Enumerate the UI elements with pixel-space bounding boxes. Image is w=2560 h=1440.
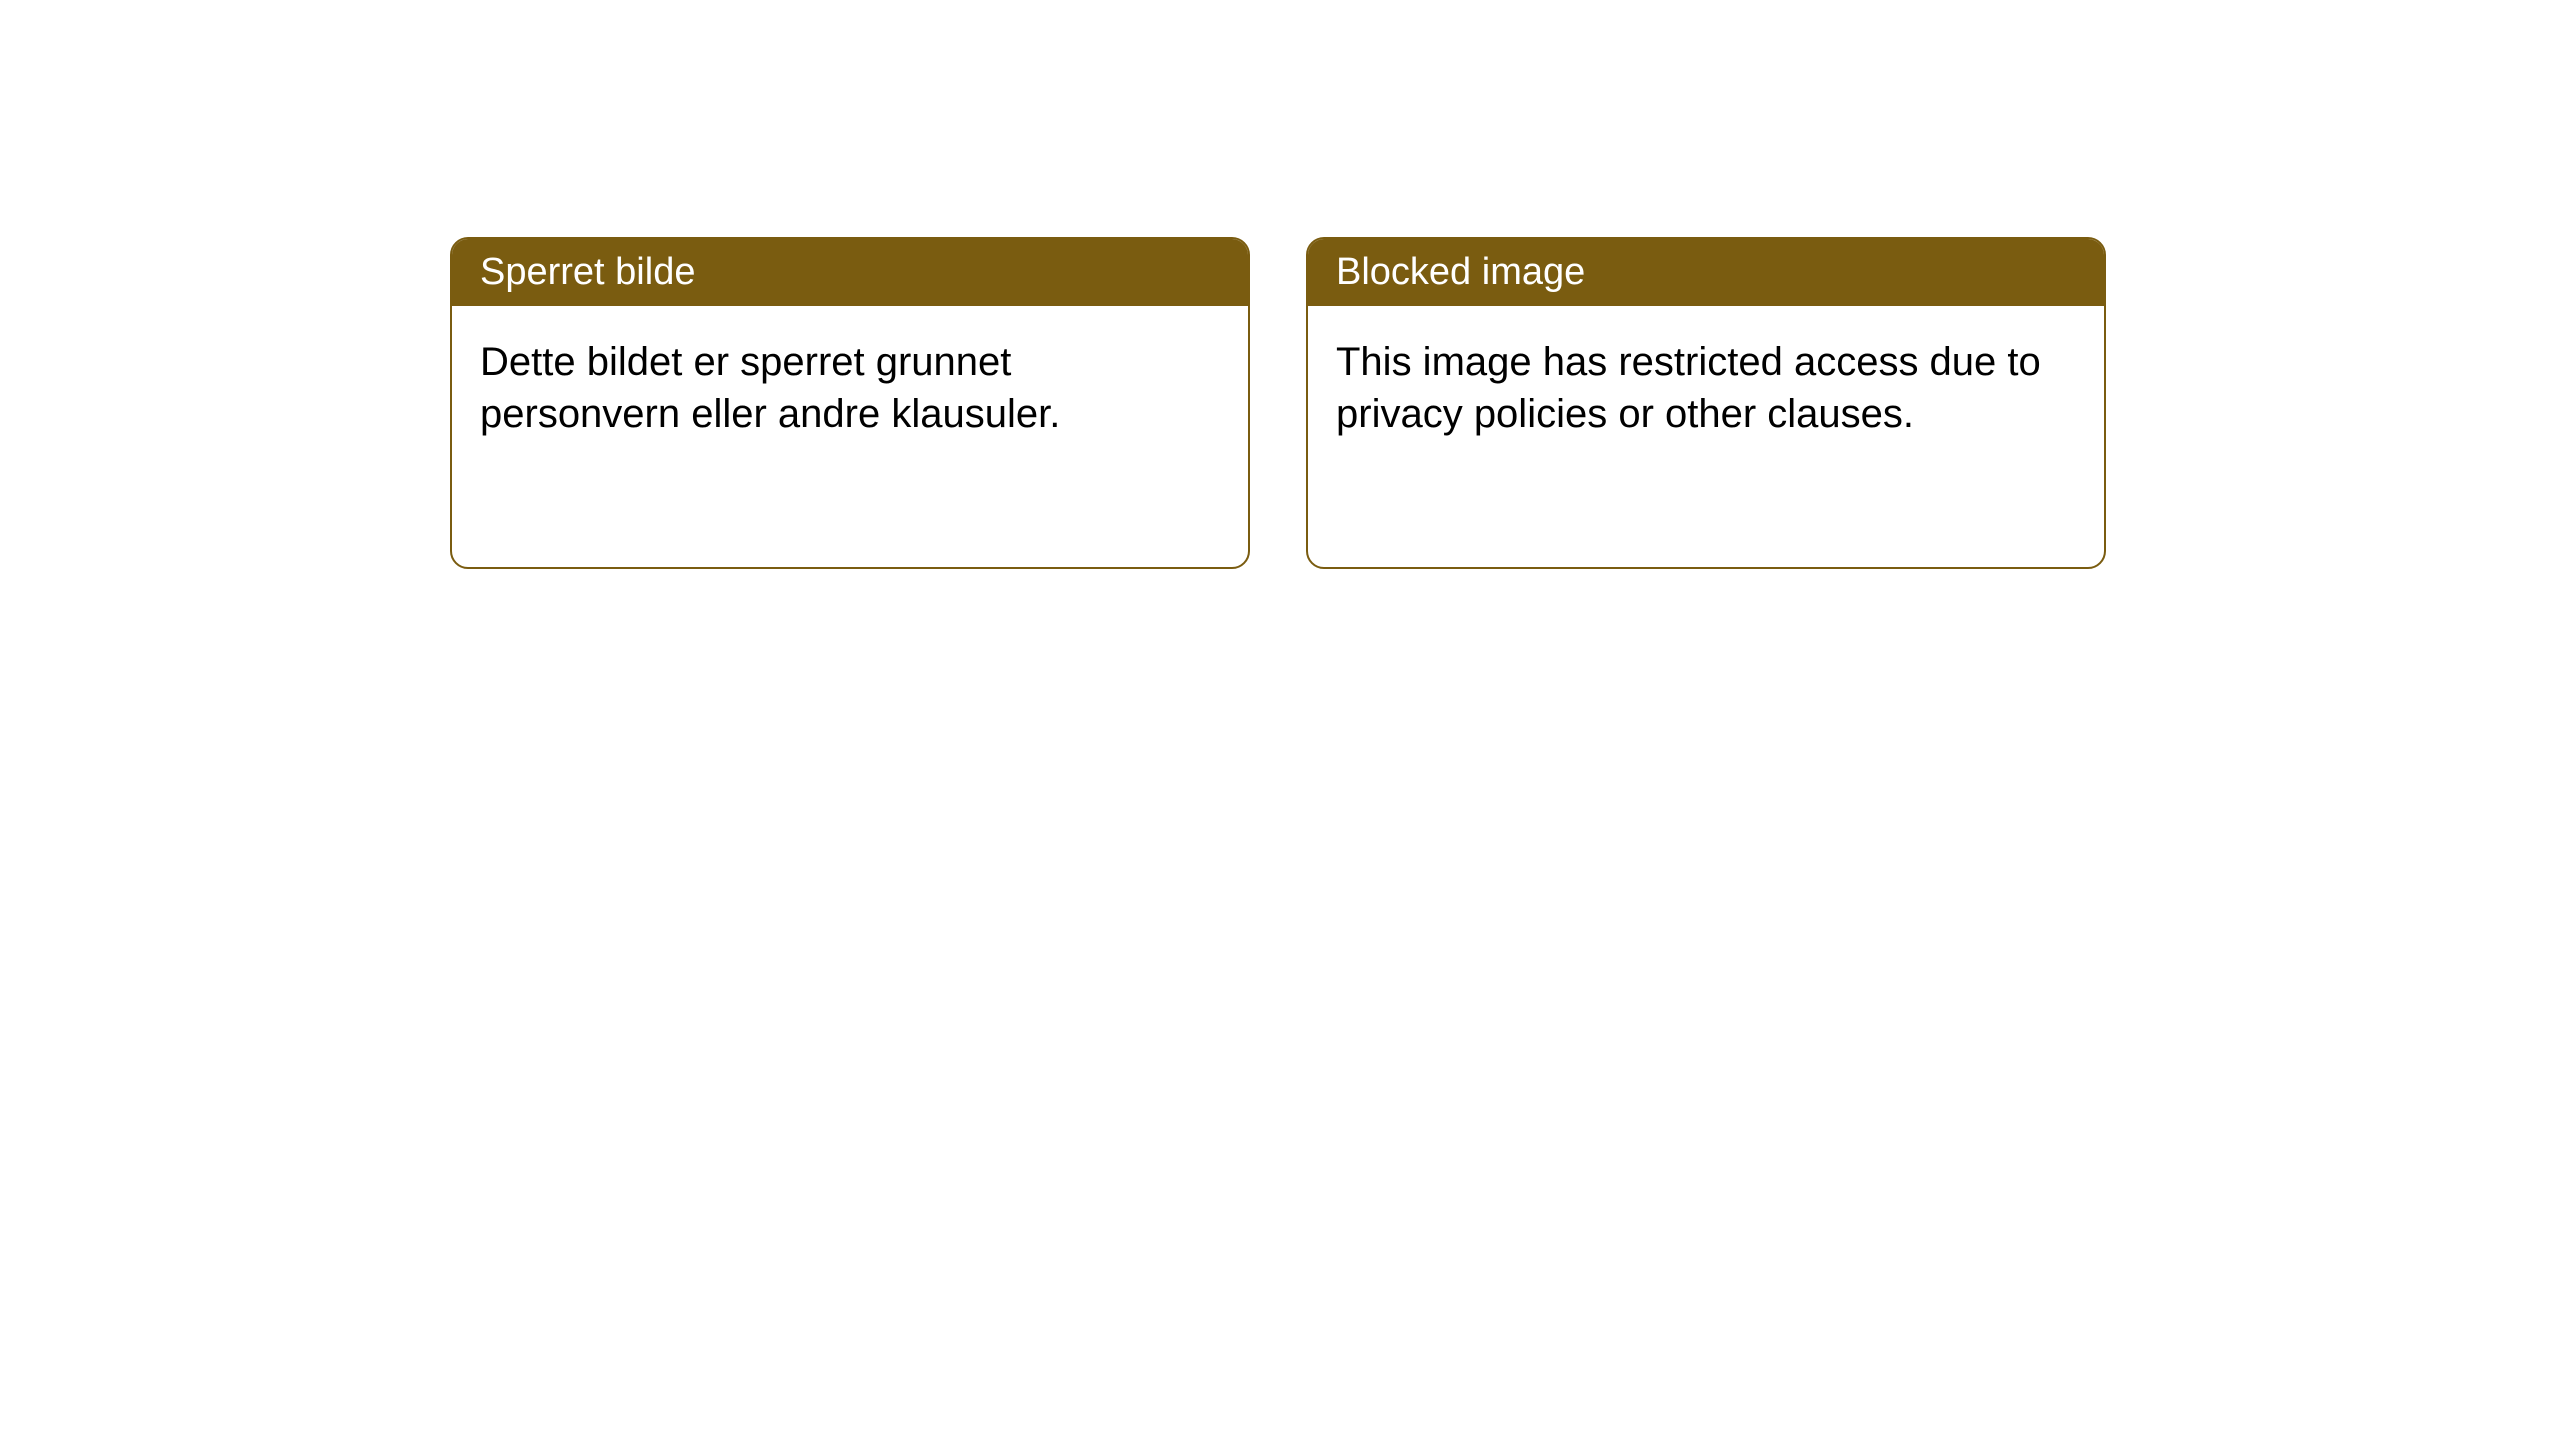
- notice-container: Sperret bilde Dette bildet er sperret gr…: [450, 237, 2106, 569]
- notice-text: This image has restricted access due to …: [1336, 340, 2041, 436]
- notice-text: Dette bildet er sperret grunnet personve…: [480, 340, 1060, 436]
- notice-box-norwegian: Sperret bilde Dette bildet er sperret gr…: [450, 237, 1250, 569]
- notice-title: Blocked image: [1336, 251, 1585, 293]
- notice-body: This image has restricted access due to …: [1308, 306, 2104, 470]
- notice-header: Blocked image: [1308, 239, 2104, 306]
- notice-title: Sperret bilde: [480, 251, 695, 293]
- notice-header: Sperret bilde: [452, 239, 1248, 306]
- notice-body: Dette bildet er sperret grunnet personve…: [452, 306, 1248, 470]
- notice-box-english: Blocked image This image has restricted …: [1306, 237, 2106, 569]
